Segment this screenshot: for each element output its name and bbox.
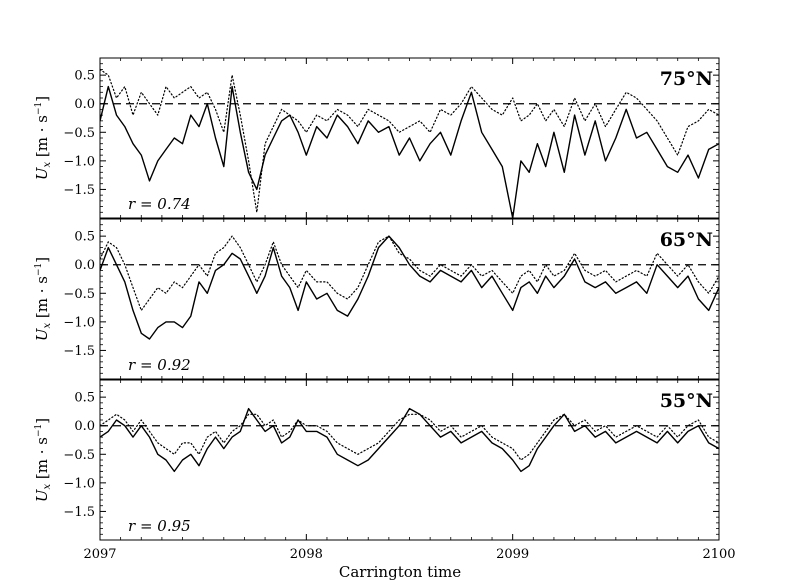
y-tick-label: 0.5 (74, 391, 95, 406)
panel-2: 0.5 0.0 −0.5 −1.0 −1.5 Ux [m · s−1] 55°N r = 0.… (33, 379, 720, 541)
x-tick-label: 2098 (290, 547, 323, 562)
panel-latitude-label: 55°N (660, 390, 713, 412)
series-line-solid (100, 235, 719, 340)
x-axis-title: Carrington time (339, 563, 461, 580)
y-tick-label: 0.0 (74, 97, 95, 112)
y-axis-title: Ux [m · s−1] (33, 257, 53, 341)
series-line-dotted (100, 413, 719, 461)
plot-frame (99, 218, 720, 380)
x-tick-label: 2099 (496, 547, 529, 562)
y-tick-label: 0.0 (74, 419, 95, 434)
y-tick-label: −0.5 (63, 448, 95, 463)
y-tick-label: −1.0 (63, 315, 95, 330)
y-tick-label: −0.5 (63, 126, 95, 141)
plot-frame (99, 379, 720, 541)
x-tick-label: 2097 (83, 547, 116, 562)
correlation-label: r = 0.95 (128, 517, 191, 535)
y-tick-label: 0.5 (74, 69, 95, 84)
y-tick-label: −0.5 (63, 287, 95, 302)
y-axis-title: Ux [m · s−1] (33, 418, 53, 502)
series-line-solid (100, 407, 719, 473)
correlation-label: r = 0.92 (128, 356, 191, 374)
panel-1: 0.5 0.0 −0.5 −1.0 −1.5 Ux [m · s−1] 65°N r = 0.… (33, 218, 720, 380)
series-line-solid (100, 85, 719, 218)
panel-0: 0.5 0.0 −0.5 −1.0 −1.5 Ux [m · s−1] 75°N r = 0.… (33, 57, 720, 219)
panels: 0.5 0.0 −0.5 −1.0 −1.5 Ux [m · s−1] 75°N r = 0.… (33, 57, 720, 541)
y-axis-title: Ux [m · s−1] (33, 96, 53, 180)
panel-latitude-label: 75°N (660, 68, 713, 90)
series-line-dotted (100, 68, 719, 213)
y-tick-label: −1.0 (63, 154, 95, 169)
y-tick-label: 0.5 (74, 230, 95, 245)
x-tick-labels: 2097 2098 2099 2100 (83, 547, 735, 562)
y-tick-label: −1.5 (63, 183, 95, 198)
y-tick-label: −1.5 (63, 505, 95, 520)
y-tick-label: −1.0 (63, 476, 95, 491)
y-tick-label: −1.5 (63, 344, 95, 359)
panel-latitude-label: 65°N (660, 229, 713, 251)
y-tick-label: 0.0 (74, 258, 95, 273)
x-tick-label: 2100 (702, 547, 735, 562)
correlation-label: r = 0.74 (128, 195, 191, 213)
series-line-dotted (100, 235, 719, 311)
